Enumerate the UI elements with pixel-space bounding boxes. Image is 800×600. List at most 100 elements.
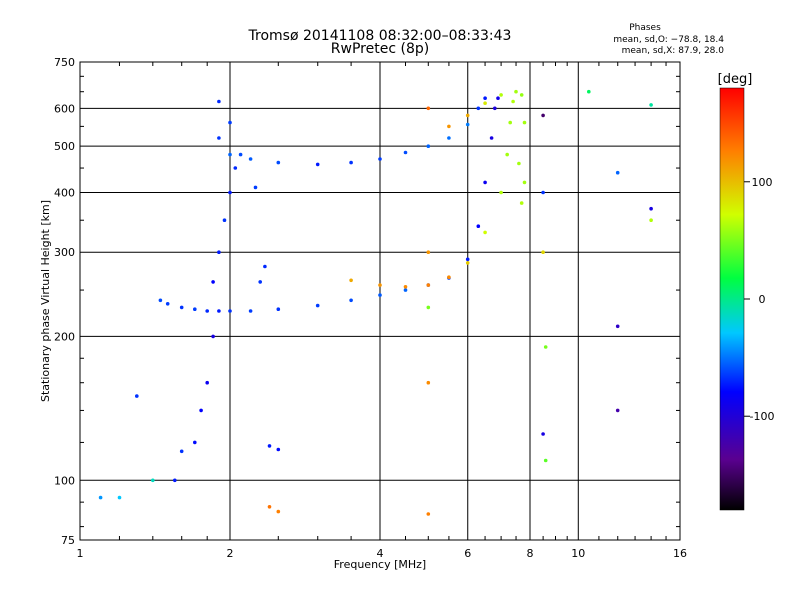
y-tick-label: 100 xyxy=(54,474,75,487)
data-point xyxy=(217,250,221,254)
data-point xyxy=(541,113,545,118)
axis-ticks: 1 2 4 6 8 10 16 75 100 200 300 400 500 600 750 xyxy=(54,56,687,560)
data-point xyxy=(476,106,481,111)
data-point xyxy=(426,283,431,287)
data-point xyxy=(543,458,548,463)
data-point xyxy=(258,280,263,284)
y-tick-label: 200 xyxy=(54,330,75,343)
y-tick-label: 400 xyxy=(54,186,75,199)
data-point xyxy=(517,161,521,166)
chart-subtitle: RwPretec (8p) xyxy=(331,41,429,57)
x-tick-label: 16 xyxy=(673,547,687,560)
y-tick-label: 750 xyxy=(54,56,75,69)
y-tick-label: 75 xyxy=(61,534,75,547)
data-point xyxy=(349,278,353,283)
data-point xyxy=(349,160,353,165)
data-point xyxy=(205,309,209,313)
data-point xyxy=(541,250,545,254)
data-point xyxy=(403,288,408,292)
data-point xyxy=(165,302,170,306)
data-point xyxy=(519,93,524,97)
data-point xyxy=(426,305,431,310)
data-point xyxy=(222,218,227,222)
data-point xyxy=(615,324,620,329)
data-point xyxy=(158,298,163,303)
data-point xyxy=(267,444,272,448)
data-point xyxy=(378,293,382,297)
x-tick-label: 4 xyxy=(377,547,384,560)
data-point xyxy=(426,512,431,516)
data-point xyxy=(117,495,122,500)
data-point xyxy=(199,408,203,413)
data-point xyxy=(248,309,253,313)
legend-line-x: mean, sd,X: 87.9, 28.0 xyxy=(622,46,725,56)
data-point xyxy=(173,478,177,483)
y-tick-label: 300 xyxy=(54,246,75,259)
data-point xyxy=(426,250,431,254)
y-axis-label: Stationary phase Virtual Height [km] xyxy=(39,200,52,402)
data-point xyxy=(228,309,232,313)
data-point xyxy=(543,345,548,349)
data-point xyxy=(238,152,243,157)
data-point xyxy=(378,157,382,161)
data-point xyxy=(476,224,481,228)
data-point xyxy=(615,408,620,413)
colorbar xyxy=(719,87,745,511)
data-point xyxy=(649,103,653,107)
data-point xyxy=(378,283,382,287)
data-point xyxy=(541,190,545,195)
data-point xyxy=(276,447,281,452)
data-point xyxy=(217,309,221,313)
data-point xyxy=(248,157,253,161)
data-point xyxy=(483,96,487,100)
data-point xyxy=(98,495,103,500)
data-point xyxy=(514,89,518,94)
data-point xyxy=(499,93,503,97)
x-axis-label: Frequency [MHz] xyxy=(334,558,426,571)
y-tick-label: 600 xyxy=(54,102,75,115)
data-point xyxy=(587,89,591,94)
legend-title: Phases xyxy=(629,23,661,33)
data-point xyxy=(263,264,267,269)
data-point xyxy=(465,257,470,262)
scatter-points xyxy=(98,89,653,516)
data-point xyxy=(211,334,215,339)
data-point xyxy=(426,380,431,385)
data-point xyxy=(403,285,408,289)
data-point xyxy=(508,120,512,125)
data-point xyxy=(465,261,470,265)
data-point xyxy=(217,136,221,140)
data-point xyxy=(276,160,281,165)
data-point xyxy=(403,150,408,155)
data-point xyxy=(496,96,500,100)
data-point xyxy=(193,307,197,312)
x-tick-label: 6 xyxy=(464,547,471,560)
x-tick-label: 2 xyxy=(227,547,234,560)
data-point xyxy=(522,120,527,125)
data-point xyxy=(315,162,320,167)
data-point xyxy=(211,280,215,284)
data-point xyxy=(505,152,510,157)
data-point xyxy=(615,170,620,175)
data-point xyxy=(179,305,184,310)
data-point xyxy=(541,432,545,436)
data-point xyxy=(465,122,470,127)
data-point xyxy=(493,106,497,111)
colorbar-tick-label: 0 xyxy=(759,293,766,306)
data-point xyxy=(483,230,487,235)
data-point xyxy=(465,113,470,118)
x-tick-label: 10 xyxy=(571,547,585,560)
data-point xyxy=(349,298,353,303)
data-point xyxy=(447,136,451,140)
data-point xyxy=(253,185,258,190)
data-point xyxy=(511,99,515,104)
data-point xyxy=(649,206,653,211)
data-point xyxy=(483,180,487,185)
x-tick-label: 1 xyxy=(77,547,84,560)
data-point xyxy=(489,136,494,140)
data-point xyxy=(217,99,221,104)
grid xyxy=(80,62,680,540)
data-point xyxy=(447,124,451,129)
data-point xyxy=(426,144,431,148)
